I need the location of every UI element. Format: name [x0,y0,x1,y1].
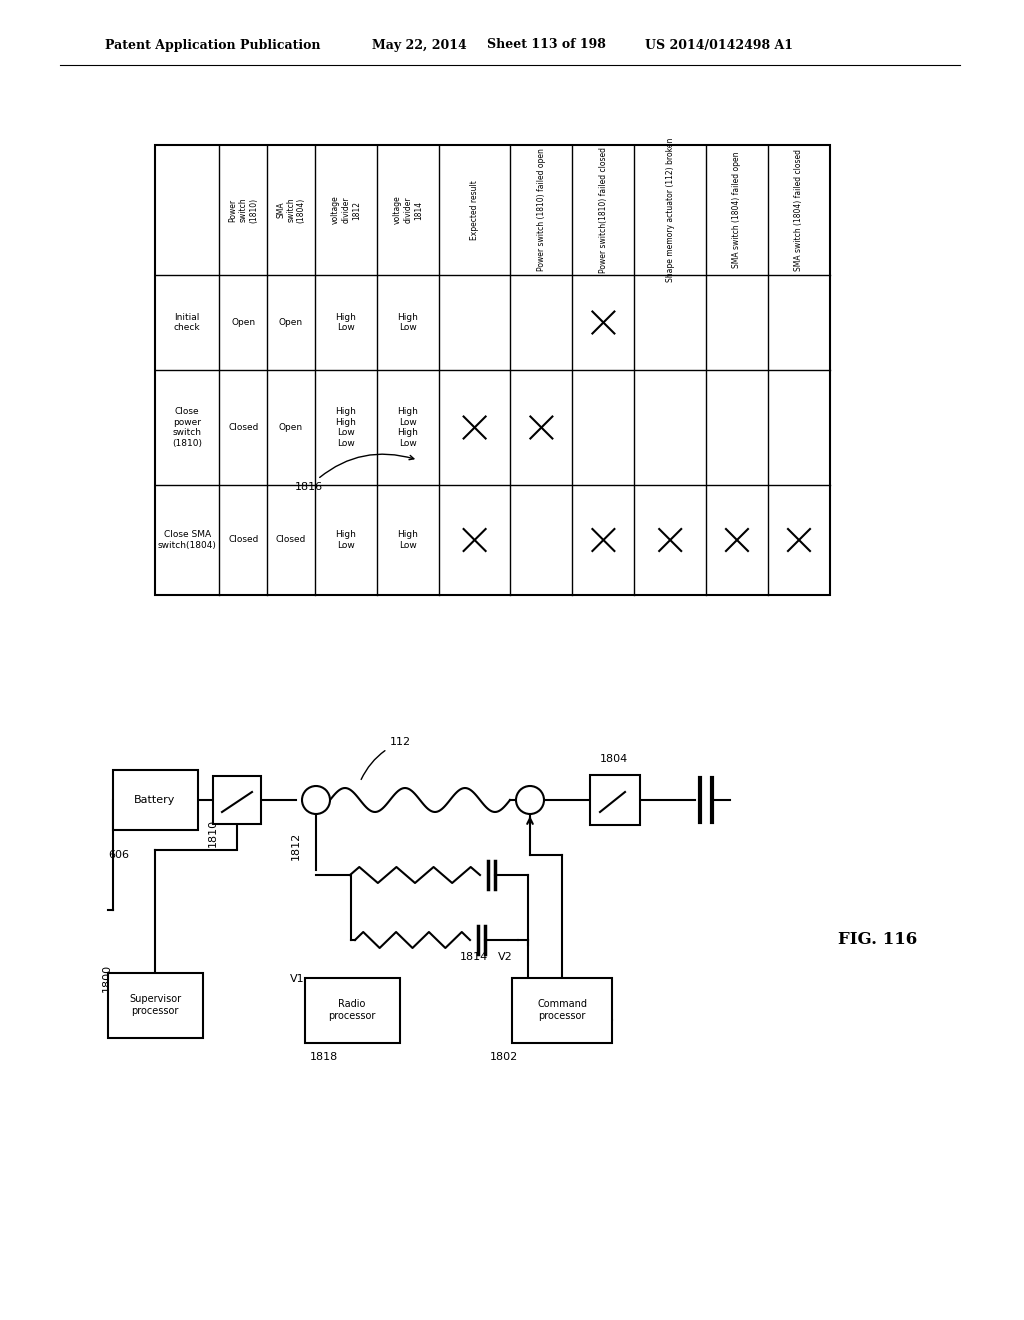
Text: High
Low: High Low [397,531,418,549]
Text: US 2014/0142498 A1: US 2014/0142498 A1 [645,38,793,51]
Text: 1810: 1810 [208,818,218,847]
Bar [108,973,203,1038]
Text: Closed: Closed [275,536,306,544]
Text: FIG. 116: FIG. 116 [839,932,918,949]
Text: 1802: 1802 [490,1052,518,1063]
Text: Open: Open [279,422,303,432]
Text: Open: Open [279,318,303,327]
Text: V1: V1 [290,974,304,983]
Text: Power switch(1810) failed closed: Power switch(1810) failed closed [599,147,608,273]
Bar [113,770,198,830]
Text: Radio
processor: Radio processor [329,999,376,1020]
Bar [590,775,640,825]
Text: voltage
divider
1814: voltage divider 1814 [393,195,423,224]
Text: Expected result: Expected result [470,180,479,240]
Text: May 22, 2014: May 22, 2014 [372,38,467,51]
Bar [213,776,261,824]
Text: High
Low
High
Low: High Low High Low [397,408,418,447]
Text: SMA switch (1804) failed open: SMA switch (1804) failed open [732,152,741,268]
Text: voltage
divider
1812: voltage divider 1812 [331,195,360,224]
Bar [304,978,399,1043]
Text: Close
power
switch
(1810): Close power switch (1810) [172,408,202,447]
Text: V2: V2 [498,952,513,962]
Text: Closed: Closed [228,422,258,432]
Text: 1818: 1818 [310,1052,338,1063]
Text: Initial
check: Initial check [174,313,201,333]
Text: Power switch (1810) failed open: Power switch (1810) failed open [537,149,546,272]
Text: High
High
Low
Low: High High Low Low [336,408,356,447]
Text: Supervisor
processor: Supervisor processor [129,994,181,1016]
Text: 1814: 1814 [460,952,488,962]
Text: Patent Application Publication: Patent Application Publication [105,38,321,51]
Text: Command
processor: Command processor [537,999,587,1020]
Text: High
Low: High Low [336,531,356,549]
Text: SMA
switch
(1804): SMA switch (1804) [276,198,306,223]
Text: 1812: 1812 [291,832,301,861]
Text: Closed: Closed [228,536,258,544]
Circle shape [516,785,544,814]
Text: High
Low: High Low [336,313,356,333]
Text: 1804: 1804 [600,754,629,764]
Text: Close SMA
switch(1804): Close SMA switch(1804) [158,531,217,549]
Text: Open: Open [231,318,255,327]
Bar [512,978,612,1043]
Text: Shape memory actuator (112) broken: Shape memory actuator (112) broken [666,137,675,282]
Text: Battery: Battery [134,795,176,805]
Text: 112: 112 [361,737,411,780]
Text: SMA switch (1804) failed closed: SMA switch (1804) failed closed [795,149,804,271]
Text: Sheet 113 of 198: Sheet 113 of 198 [487,38,606,51]
Text: 606: 606 [108,850,129,861]
Text: High
Low: High Low [397,313,418,333]
Text: 1816: 1816 [295,454,414,492]
Circle shape [302,785,330,814]
Text: Power
switch
(1810): Power switch (1810) [228,198,258,223]
Bar [155,145,830,595]
Text: 1800: 1800 [102,964,112,993]
